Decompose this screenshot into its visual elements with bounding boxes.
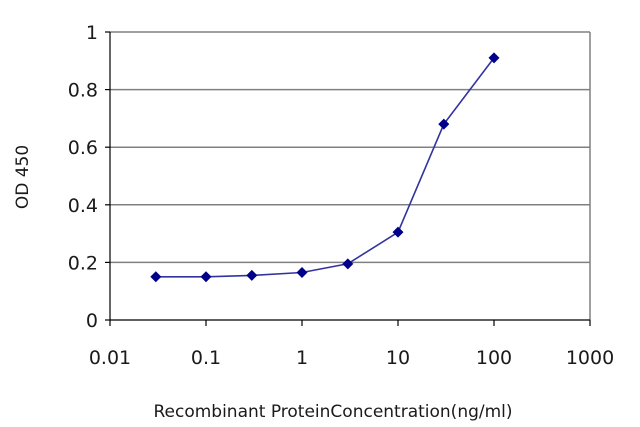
data-point (150, 271, 162, 283)
y-tick-label: 0.6 (68, 137, 98, 159)
data-point (246, 269, 258, 281)
data-point (342, 258, 354, 270)
y-tick-label: 0.2 (68, 252, 98, 274)
grid-layer (110, 31, 591, 320)
y-tick-label: 1 (86, 22, 98, 44)
y-axis-title: OD 450 (13, 145, 33, 209)
data-point (392, 226, 404, 238)
data-point (296, 266, 308, 278)
x-tick-label: 1000 (566, 347, 614, 369)
x-tick-label: 1 (296, 347, 308, 369)
y-tick-label: 0.4 (68, 195, 98, 217)
series-line (155, 57, 495, 278)
data-point (438, 118, 450, 130)
axis-layer (105, 31, 591, 326)
y-tick-label: 0 (86, 310, 98, 332)
series-layer (150, 52, 500, 283)
x-tick-label: 0.01 (89, 347, 131, 369)
label-layer: 0 0.2 0.4 0.6 0.8 1 0.01 0.1 1 10 100 1000 (68, 22, 614, 369)
y-tick-label: 0.8 (68, 80, 98, 102)
x-tick-label: 0.1 (191, 347, 221, 369)
data-point (200, 271, 212, 283)
x-axis-title: Recombinant ProteinConcentration(ng/ml) (153, 402, 512, 422)
data-point (488, 52, 500, 64)
x-tick-label: 100 (476, 347, 512, 369)
x-tick-label: 10 (386, 347, 410, 369)
